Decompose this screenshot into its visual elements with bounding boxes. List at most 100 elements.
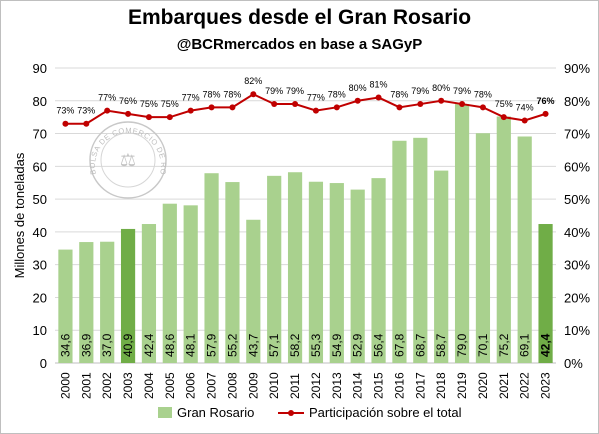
bar-data-label: 58,7 xyxy=(434,333,448,357)
line-data-label: 73% xyxy=(77,106,95,116)
x-tick-label: 2021 xyxy=(497,372,511,399)
bar xyxy=(454,104,470,364)
y-tick-label: 10 xyxy=(33,323,47,338)
x-tick-label: 2018 xyxy=(434,372,448,399)
line-data-label: 81% xyxy=(370,80,388,90)
line-data-label: 77% xyxy=(182,93,200,103)
bar xyxy=(183,205,198,363)
bar xyxy=(100,241,115,363)
bar-data-label: 52,9 xyxy=(351,333,365,357)
line-data-label: 77% xyxy=(307,93,325,103)
watermark-seal xyxy=(89,121,167,199)
bar xyxy=(246,219,261,363)
y2-tick-label: 30% xyxy=(564,258,590,273)
legend-label-line: Participación sobre el total xyxy=(309,405,462,420)
line-data-label: 78% xyxy=(203,89,221,99)
chart-subtitle: @BCRmercados en base a SAGyP xyxy=(176,36,423,53)
y2-tick-label: 10% xyxy=(564,323,590,338)
bar-data-label: 43,7 xyxy=(246,333,260,357)
x-tick-label: 2005 xyxy=(163,372,177,399)
watermark-text: BOLSA DE COMERCIO DE ROSARIO xyxy=(0,0,168,176)
line-point xyxy=(83,120,90,127)
y-tick-label: 70 xyxy=(33,127,47,142)
watermark-seal-inner xyxy=(100,132,156,188)
line-point xyxy=(292,101,299,108)
bar xyxy=(434,170,449,363)
bar-data-label: 79,0 xyxy=(455,333,469,357)
x-tick-label: 2014 xyxy=(351,372,365,399)
x-tick-label: 2008 xyxy=(225,372,239,399)
y2-tick-label: 40% xyxy=(564,225,590,240)
x-tick-label: 2004 xyxy=(142,372,156,399)
line-point xyxy=(208,104,215,111)
y-axis-label: Millones de toneladas xyxy=(12,152,27,278)
x-tick-label: 2017 xyxy=(413,372,427,399)
y2-tick-label: 60% xyxy=(564,159,590,174)
bar xyxy=(329,183,344,363)
bar xyxy=(392,140,407,363)
x-tick-label: 2003 xyxy=(121,372,135,399)
y2-tick-label: 70% xyxy=(564,127,590,142)
y2-tick-label: 20% xyxy=(564,290,590,305)
x-tick-label: 2020 xyxy=(476,372,490,399)
legend-swatch-bars xyxy=(158,407,172,418)
bar-data-label: 34,6 xyxy=(58,333,72,357)
line-data-label: 75% xyxy=(495,99,513,109)
x-tick-label: 2007 xyxy=(205,372,219,399)
bar xyxy=(371,178,386,363)
y-tick-label: 50 xyxy=(33,192,47,207)
bar-data-label: 48,1 xyxy=(184,333,198,357)
line-data-label: 77% xyxy=(98,93,116,103)
bar-data-label: 58,2 xyxy=(288,333,302,357)
bar-data-label: 57,1 xyxy=(267,333,281,357)
bar-data-label: 42,4 xyxy=(539,333,553,357)
bar xyxy=(308,181,324,363)
line-point xyxy=(145,114,152,121)
line-point xyxy=(521,117,528,124)
bar xyxy=(538,224,553,363)
bar-data-label: 42,4 xyxy=(142,333,156,357)
x-tick-label: 2012 xyxy=(309,372,323,399)
bar xyxy=(58,249,73,363)
bar-data-label: 57,9 xyxy=(205,333,219,357)
bar xyxy=(350,189,365,363)
line-point xyxy=(542,110,549,117)
y-tick-label: 30 xyxy=(33,258,47,273)
bar xyxy=(413,137,428,363)
y-tick-label: 40 xyxy=(33,225,47,240)
y-tick-label: 20 xyxy=(33,290,47,305)
line-point xyxy=(312,107,319,114)
bar-data-label: 67,8 xyxy=(392,333,406,357)
line-data-label: 76% xyxy=(119,96,137,106)
line-data-label: 78% xyxy=(390,89,408,99)
line-data-label: 75% xyxy=(161,99,179,109)
x-tick-label: 2016 xyxy=(392,372,406,399)
x-tick-label: 2023 xyxy=(539,372,553,399)
x-tick-label: 2002 xyxy=(100,372,114,399)
y2-tick-label: 80% xyxy=(564,94,590,109)
line-point xyxy=(62,120,69,127)
line-data-label: 75% xyxy=(140,99,158,109)
line-data-label: 80% xyxy=(432,83,450,93)
x-tick-label: 2000 xyxy=(58,372,72,399)
watermark-icon: ⚖ xyxy=(120,150,136,170)
line-data-label: 79% xyxy=(265,86,283,96)
x-tick-label: 2015 xyxy=(372,372,386,399)
x-tick-label: 2013 xyxy=(330,372,344,399)
y-tick-label: 60 xyxy=(33,159,47,174)
y-tick-label: 90 xyxy=(33,61,47,76)
line-data-label: 79% xyxy=(453,86,471,96)
bar xyxy=(225,182,240,363)
bar-data-label: 75,2 xyxy=(497,333,511,357)
y2-tick-label: 50% xyxy=(564,192,590,207)
bar xyxy=(79,242,94,363)
line-data-label: 79% xyxy=(411,86,429,96)
line-data-label: 78% xyxy=(328,89,346,99)
bar xyxy=(267,175,282,363)
bar xyxy=(287,172,303,363)
line-data-label: 78% xyxy=(223,89,241,99)
line-point xyxy=(104,107,111,114)
line-point xyxy=(333,104,340,111)
x-tick-label: 2022 xyxy=(518,372,532,399)
